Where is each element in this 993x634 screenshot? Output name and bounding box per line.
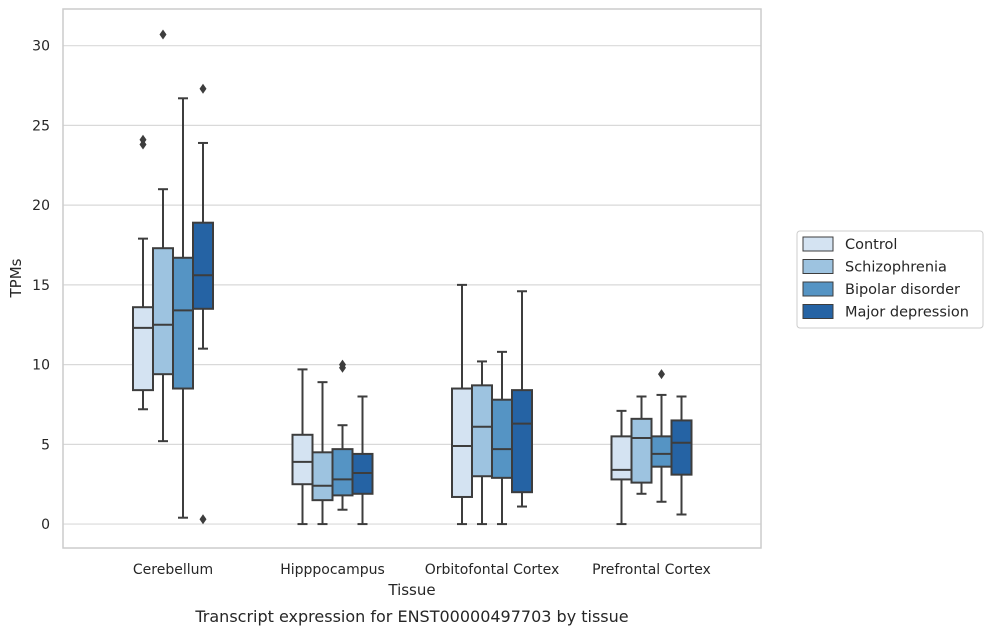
x-axis-label: Tissue (387, 581, 435, 599)
box-control (610, 409, 633, 526)
legend-label: Bipolar disorder (845, 282, 960, 298)
outlier-point (159, 29, 167, 40)
iqr-box (132, 306, 154, 392)
legend-label: Major depression (845, 305, 969, 321)
box-schizophrenia (152, 29, 174, 443)
legend-label: Schizophrenia (845, 260, 947, 276)
box-schizophrenia (311, 381, 334, 526)
box-major-depression (351, 395, 374, 526)
iqr-box (331, 448, 354, 497)
box-bipolar-disorder (172, 97, 194, 519)
x-tick-label: Hipppocampus (280, 562, 385, 578)
legend-swatch (802, 281, 834, 297)
y-axis-label: TPMs (7, 258, 25, 298)
chart-caption: Transcript expression for ENST0000049770… (194, 607, 628, 626)
box-major-depression (511, 290, 533, 508)
x-tick-labels: Cerebellum Hipppocampus Orbitofontal Corte… (133, 562, 711, 578)
box-major-depression (670, 395, 693, 516)
x-tick-label: Orbitofontal Cortex (425, 562, 560, 578)
iqr-box (491, 398, 513, 479)
y-tick-label: 10 (32, 358, 50, 374)
outlier-point (139, 134, 147, 145)
box-control (291, 368, 314, 526)
iqr-box (471, 384, 493, 478)
y-tick-label: 30 (32, 39, 50, 55)
x-tick-label: Cerebellum (133, 562, 213, 578)
y-tick-label: 15 (32, 278, 50, 294)
iqr-box (511, 389, 533, 494)
iqr-box (152, 247, 174, 376)
legend-frame (796, 230, 984, 329)
y-tick-labels: 0 5 10 15 20 25 30 (32, 39, 50, 533)
iqr-box (192, 221, 214, 310)
box-bipolar-disorder (650, 369, 673, 503)
y-tick-label: 25 (32, 118, 50, 134)
iqr-box (670, 419, 693, 476)
box-bipolar-disorder (331, 359, 354, 511)
box-schizophrenia (630, 395, 653, 495)
y-tick-label: 0 (41, 517, 50, 533)
iqr-box (172, 256, 194, 390)
box-series (132, 29, 693, 526)
outlier-point (199, 83, 207, 94)
box-control (132, 134, 154, 411)
iqr-box (311, 451, 334, 502)
box-control (451, 283, 473, 526)
iqr-box (610, 435, 633, 481)
legend-swatch (802, 304, 834, 319)
x-tick-label: Prefrontal Cortex (592, 562, 711, 578)
box-bipolar-disorder (491, 350, 513, 526)
plot-frame (62, 8, 762, 549)
y-tick-label: 20 (32, 198, 50, 214)
box-schizophrenia (471, 360, 493, 526)
legend-swatch (802, 236, 834, 252)
iqr-box (291, 433, 314, 486)
legend-label: Control (845, 237, 897, 253)
outlier-point (658, 369, 665, 380)
legend-swatch (802, 259, 834, 274)
y-tick-label: 5 (41, 437, 50, 453)
iqr-box (451, 387, 473, 498)
outlier-point (339, 359, 346, 370)
iqr-box (630, 417, 653, 484)
legend: Control Schizophrenia Bipolar disorder Majo… (796, 230, 984, 329)
iqr-box (650, 435, 673, 468)
outlier-point (199, 514, 207, 525)
box-major-depression (192, 83, 214, 525)
